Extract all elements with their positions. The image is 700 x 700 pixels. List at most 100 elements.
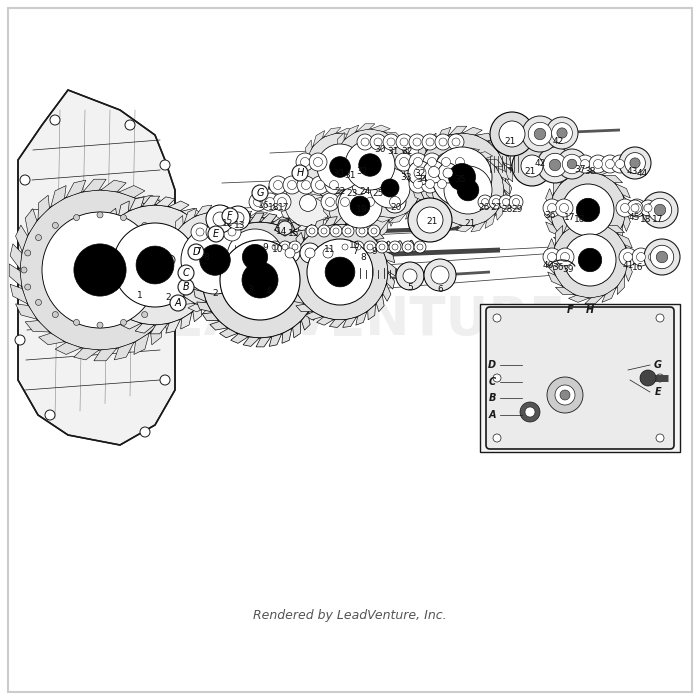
- Circle shape: [232, 212, 244, 224]
- Circle shape: [620, 204, 629, 213]
- Polygon shape: [555, 386, 568, 399]
- Polygon shape: [505, 384, 513, 399]
- Circle shape: [520, 402, 540, 422]
- Polygon shape: [346, 219, 363, 227]
- Polygon shape: [354, 169, 373, 175]
- Polygon shape: [368, 154, 382, 167]
- Polygon shape: [433, 214, 449, 221]
- Polygon shape: [209, 279, 219, 299]
- Circle shape: [589, 155, 607, 173]
- Polygon shape: [383, 284, 391, 301]
- Polygon shape: [568, 360, 575, 377]
- Polygon shape: [243, 337, 260, 346]
- Polygon shape: [488, 204, 497, 221]
- Polygon shape: [293, 258, 300, 277]
- Circle shape: [433, 175, 451, 193]
- Circle shape: [409, 175, 427, 193]
- Circle shape: [272, 244, 278, 250]
- Polygon shape: [193, 303, 202, 322]
- Polygon shape: [119, 186, 145, 197]
- Polygon shape: [496, 167, 509, 180]
- Circle shape: [560, 390, 570, 400]
- Circle shape: [512, 146, 552, 186]
- Polygon shape: [502, 178, 510, 195]
- Text: 24: 24: [359, 188, 370, 197]
- Circle shape: [656, 434, 664, 442]
- Polygon shape: [309, 302, 318, 321]
- Circle shape: [365, 197, 375, 206]
- Polygon shape: [142, 196, 160, 206]
- Circle shape: [644, 204, 652, 212]
- Polygon shape: [389, 206, 396, 226]
- Polygon shape: [579, 349, 597, 355]
- Circle shape: [628, 199, 646, 217]
- Polygon shape: [286, 272, 293, 290]
- Polygon shape: [325, 218, 340, 230]
- Polygon shape: [550, 379, 564, 386]
- Polygon shape: [566, 246, 587, 252]
- Polygon shape: [296, 304, 312, 312]
- Polygon shape: [584, 295, 604, 304]
- Polygon shape: [524, 379, 542, 384]
- Polygon shape: [293, 321, 300, 338]
- Circle shape: [552, 222, 628, 298]
- Circle shape: [357, 134, 373, 150]
- Polygon shape: [548, 373, 555, 391]
- Circle shape: [52, 223, 58, 228]
- Circle shape: [25, 284, 31, 290]
- Polygon shape: [313, 131, 325, 146]
- Polygon shape: [368, 164, 377, 172]
- Polygon shape: [471, 221, 486, 232]
- Polygon shape: [411, 172, 420, 190]
- Polygon shape: [172, 236, 190, 256]
- Circle shape: [624, 153, 645, 174]
- Circle shape: [292, 224, 388, 320]
- Circle shape: [300, 195, 316, 211]
- Circle shape: [452, 179, 461, 188]
- Polygon shape: [559, 401, 578, 407]
- Circle shape: [50, 115, 60, 125]
- Polygon shape: [556, 424, 570, 430]
- Text: 17: 17: [652, 216, 664, 225]
- FancyBboxPatch shape: [486, 307, 674, 449]
- Circle shape: [636, 253, 645, 262]
- Polygon shape: [329, 320, 345, 328]
- Polygon shape: [533, 344, 549, 354]
- Circle shape: [141, 312, 148, 318]
- Circle shape: [493, 374, 501, 382]
- Polygon shape: [114, 342, 134, 360]
- Text: 33: 33: [400, 174, 412, 183]
- Polygon shape: [427, 200, 440, 213]
- Polygon shape: [172, 288, 185, 315]
- Polygon shape: [624, 211, 630, 232]
- Polygon shape: [108, 312, 128, 322]
- Circle shape: [489, 195, 503, 209]
- Circle shape: [435, 134, 451, 150]
- Polygon shape: [209, 205, 228, 212]
- Circle shape: [191, 223, 209, 241]
- Polygon shape: [556, 412, 561, 430]
- Circle shape: [414, 158, 423, 167]
- Circle shape: [74, 319, 80, 326]
- Polygon shape: [403, 166, 410, 186]
- Polygon shape: [334, 187, 340, 197]
- Polygon shape: [625, 246, 634, 265]
- Polygon shape: [256, 337, 271, 347]
- Circle shape: [562, 154, 582, 174]
- Text: 41: 41: [622, 262, 634, 270]
- Polygon shape: [485, 214, 495, 228]
- Circle shape: [188, 244, 204, 260]
- Circle shape: [619, 147, 651, 179]
- Circle shape: [340, 197, 349, 206]
- Circle shape: [423, 153, 441, 171]
- Circle shape: [438, 179, 447, 188]
- Circle shape: [282, 244, 288, 250]
- Polygon shape: [166, 319, 181, 333]
- Circle shape: [160, 160, 170, 170]
- Circle shape: [269, 176, 287, 194]
- Circle shape: [311, 176, 329, 194]
- Polygon shape: [382, 191, 395, 205]
- Text: 26: 26: [478, 202, 490, 211]
- Text: 21: 21: [426, 218, 438, 227]
- Polygon shape: [25, 209, 37, 235]
